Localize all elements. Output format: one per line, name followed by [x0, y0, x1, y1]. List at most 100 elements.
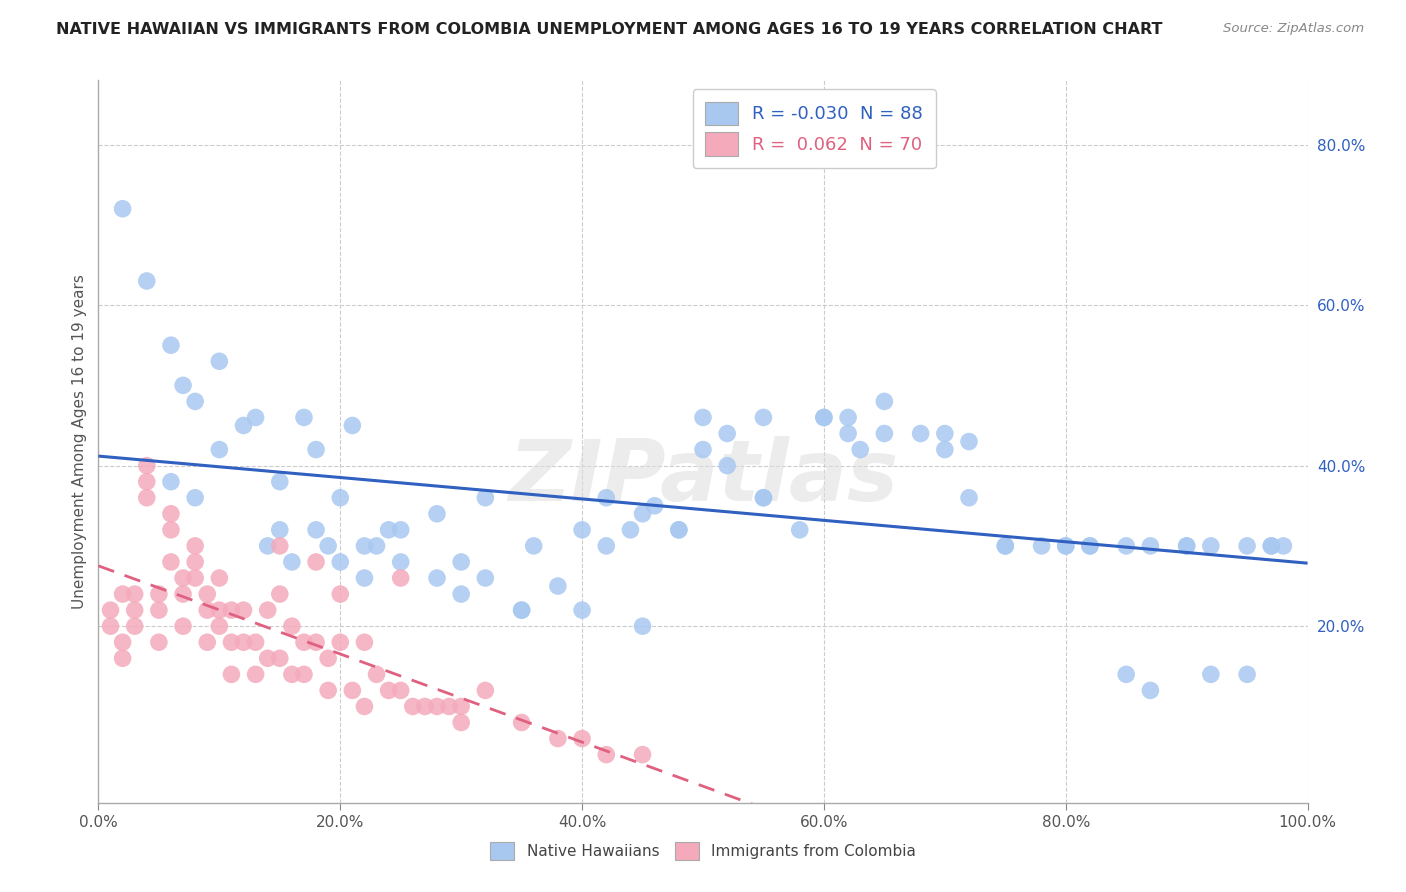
Point	[148, 603, 170, 617]
Point	[450, 555, 472, 569]
Point	[437, 699, 460, 714]
Point	[208, 354, 231, 368]
Point	[135, 274, 157, 288]
Point	[934, 426, 956, 441]
Point	[1175, 539, 1198, 553]
Point	[256, 539, 278, 553]
Point	[160, 475, 183, 489]
Point	[148, 635, 170, 649]
Point	[135, 475, 157, 489]
Point	[292, 410, 315, 425]
Point	[160, 338, 183, 352]
Point	[837, 410, 859, 425]
Point	[1115, 667, 1137, 681]
Point	[111, 635, 134, 649]
Point	[510, 715, 533, 730]
Point	[813, 410, 835, 425]
Point	[692, 410, 714, 425]
Point	[256, 651, 278, 665]
Point	[450, 715, 472, 730]
Point	[256, 603, 278, 617]
Point	[716, 458, 738, 473]
Point	[994, 539, 1017, 553]
Point	[172, 571, 194, 585]
Point	[316, 683, 339, 698]
Point	[208, 603, 231, 617]
Point	[124, 603, 146, 617]
Point	[208, 571, 231, 585]
Point	[305, 442, 328, 457]
Point	[957, 491, 980, 505]
Point	[426, 507, 449, 521]
Point	[329, 587, 352, 601]
Point	[619, 523, 641, 537]
Point	[752, 410, 775, 425]
Point	[474, 683, 496, 698]
Point	[752, 491, 775, 505]
Point	[910, 426, 932, 441]
Point	[184, 394, 207, 409]
Point	[184, 571, 207, 585]
Point	[789, 523, 811, 537]
Point	[111, 202, 134, 216]
Point	[426, 699, 449, 714]
Point	[934, 442, 956, 457]
Point	[281, 555, 304, 569]
Point	[366, 539, 388, 553]
Point	[668, 523, 690, 537]
Point	[353, 699, 375, 714]
Point	[245, 410, 267, 425]
Point	[1139, 539, 1161, 553]
Point	[957, 434, 980, 449]
Point	[221, 635, 243, 649]
Point	[873, 394, 896, 409]
Point	[100, 619, 122, 633]
Point	[172, 587, 194, 601]
Point	[413, 699, 436, 714]
Point	[692, 442, 714, 457]
Text: ZIPatlas: ZIPatlas	[508, 436, 898, 519]
Point	[281, 619, 304, 633]
Point	[1115, 539, 1137, 553]
Point	[450, 587, 472, 601]
Point	[631, 619, 654, 633]
Point	[148, 587, 170, 601]
Point	[752, 491, 775, 505]
Point	[342, 418, 364, 433]
Point	[208, 442, 231, 457]
Point	[269, 539, 291, 553]
Point	[111, 651, 134, 665]
Y-axis label: Unemployment Among Ages 16 to 19 years: Unemployment Among Ages 16 to 19 years	[72, 274, 87, 609]
Point	[184, 539, 207, 553]
Point	[208, 619, 231, 633]
Point	[1236, 667, 1258, 681]
Point	[994, 539, 1017, 553]
Point	[353, 539, 375, 553]
Point	[329, 555, 352, 569]
Point	[172, 378, 194, 392]
Point	[195, 603, 218, 617]
Point	[474, 571, 496, 585]
Point	[305, 555, 328, 569]
Point	[1199, 539, 1222, 553]
Point	[668, 523, 690, 537]
Point	[849, 442, 872, 457]
Point	[631, 747, 654, 762]
Point	[221, 667, 243, 681]
Point	[269, 651, 291, 665]
Point	[1175, 539, 1198, 553]
Point	[474, 491, 496, 505]
Point	[426, 571, 449, 585]
Point	[135, 491, 157, 505]
Point	[292, 667, 315, 681]
Point	[389, 555, 412, 569]
Point	[245, 667, 267, 681]
Point	[837, 426, 859, 441]
Point	[329, 491, 352, 505]
Point	[595, 539, 617, 553]
Point	[232, 635, 254, 649]
Point	[111, 587, 134, 601]
Point	[644, 499, 666, 513]
Point	[366, 667, 388, 681]
Point	[353, 635, 375, 649]
